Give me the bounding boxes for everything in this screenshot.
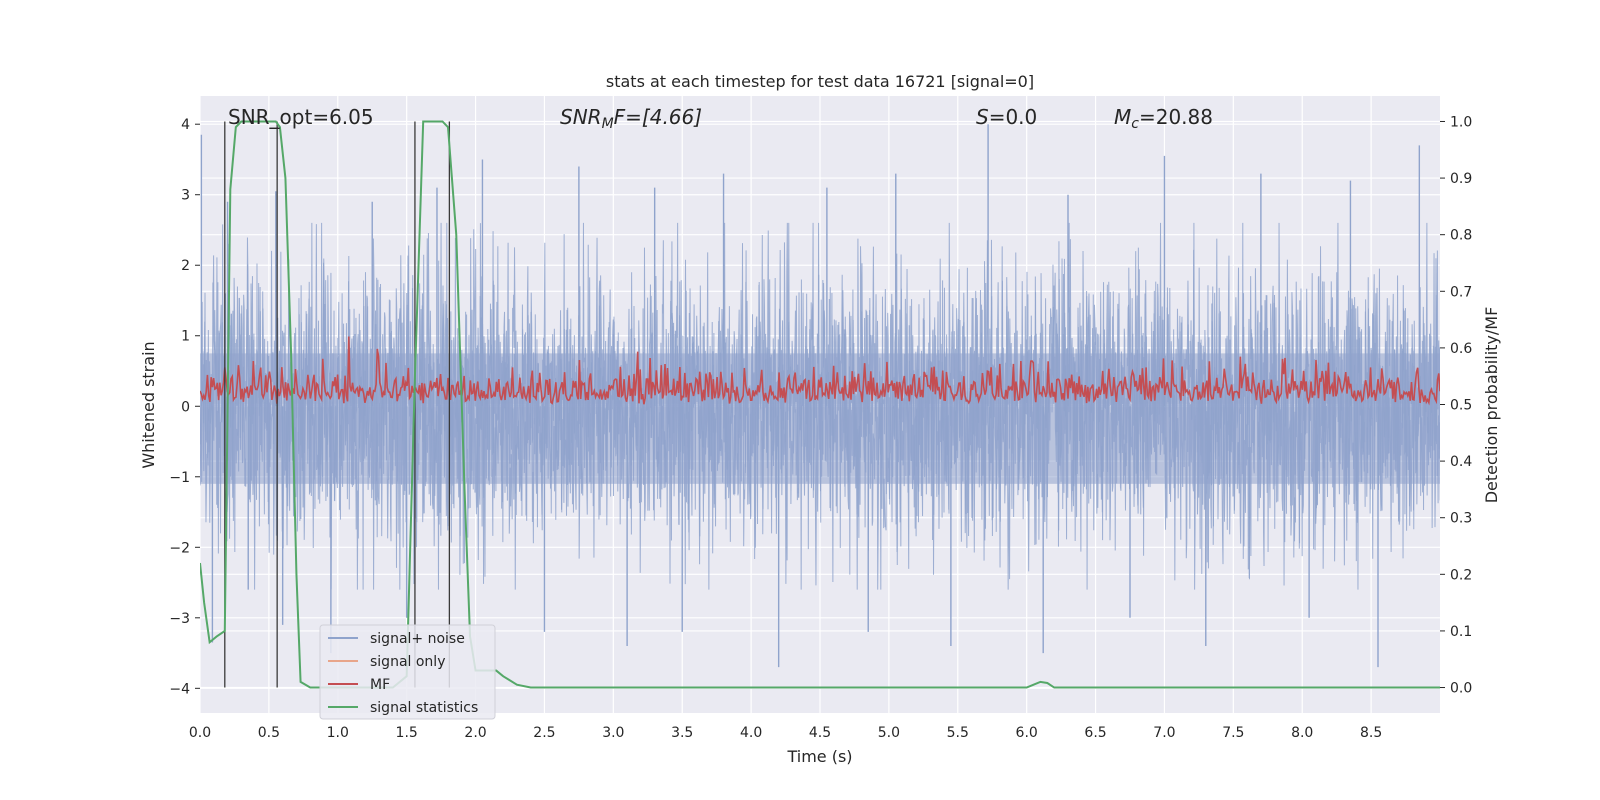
- annotation-s-main: S: [976, 105, 989, 129]
- x-tick-label: 7.0: [1153, 725, 1175, 741]
- y2-tick-label: 0.3: [1450, 511, 1472, 527]
- x-tick-label: 8.0: [1291, 725, 1313, 741]
- y2-tick-label: 0.6: [1450, 341, 1472, 357]
- y-tick-label: 1: [181, 329, 190, 345]
- annotation-mc: Mc=20.88: [1114, 105, 1213, 132]
- x-tick-label: 1.0: [327, 725, 349, 741]
- x-tick-label: 3.5: [671, 725, 693, 741]
- y-axis-ticks: 4 3 2 1 0 −1 −2 −3 −4: [169, 117, 200, 697]
- x-tick-label: 5.0: [878, 725, 900, 741]
- x-tick-label: 6.5: [1084, 725, 1106, 741]
- y-tick-label: −4: [169, 681, 190, 697]
- legend-label-signal-statistics: signal statistics: [370, 700, 478, 716]
- legend-box: [319, 624, 496, 720]
- annotation-snr-mf-sub: M: [602, 116, 614, 132]
- y2-tick-label: 0.5: [1450, 398, 1472, 414]
- annotation-s-tail: =0.0: [989, 105, 1038, 129]
- y-tick-label: 4: [181, 117, 190, 133]
- annotation-snr-mf-tail: F=[4.66]: [614, 105, 702, 129]
- signal-statistics-line: [200, 120, 1440, 689]
- y2-tick-label: 0.1: [1450, 624, 1472, 640]
- y2-tick-label: 0.2: [1450, 567, 1472, 583]
- x-tick-label: 3.0: [602, 725, 624, 741]
- x-tick-label: 8.5: [1360, 725, 1382, 741]
- annotation-s: S=0.0: [976, 105, 1037, 129]
- x-tick-label: 6.0: [1016, 725, 1038, 741]
- x-tick-label: 4.5: [809, 725, 831, 741]
- x-tick-label: 5.5: [947, 725, 969, 741]
- y2-tick-label: 1.0: [1450, 114, 1472, 130]
- series-mf: [200, 336, 1440, 406]
- annotation-snr-mf: SNRMF=[4.66]: [560, 105, 702, 132]
- legend-label-signal-only: signal only: [370, 654, 445, 670]
- x-tick-label: 0.0: [189, 725, 211, 741]
- annotation-snr-opt: SNR_opt=6.05: [228, 105, 374, 129]
- x-axis-ticks: 0.0 0.5 1.0 1.5 2.0 2.5 3.0 3.5 4.0 4.5 5.0 5.5 6.0 6…: [189, 725, 1382, 741]
- y2-tick-label: 0.7: [1450, 284, 1472, 300]
- x-tick-label: 4.0: [740, 725, 762, 741]
- y-axis-label: Whitened strain: [139, 341, 158, 468]
- y-tick-label: 3: [181, 188, 190, 204]
- mf-line: [200, 336, 1440, 406]
- annotation-mc-tail: =20.88: [1139, 105, 1213, 129]
- series-signal-noise: [200, 124, 1440, 668]
- y2-axis-ticks: 1.0 0.9 0.8 0.7 0.6 0.5 0.4 0.3 0.2 0.1 0.0: [1440, 114, 1472, 697]
- chart-title: stats at each timestep for test data 167…: [606, 72, 1034, 91]
- x-tick-label: 2.5: [533, 725, 555, 741]
- x-axis-label: Time (s): [786, 747, 852, 766]
- y-tick-label: −3: [169, 611, 190, 627]
- x-tick-label: 2.0: [464, 725, 486, 741]
- y2-tick-label: 0.4: [1450, 454, 1472, 470]
- y2-tick-label: 0.9: [1450, 171, 1472, 187]
- annotation-mc-main: M: [1114, 105, 1131, 129]
- y-tick-label: 0: [181, 399, 190, 415]
- legend-label-mf: MF: [370, 677, 390, 693]
- y-tick-label: 2: [181, 258, 190, 274]
- y-tick-label: −1: [169, 470, 190, 486]
- x-tick-label: 7.5: [1222, 725, 1244, 741]
- x-tick-label: 0.5: [258, 725, 280, 741]
- legend-label-signal-noise: signal+ noise: [370, 631, 465, 647]
- annotation-snr-mf-main: SNR: [560, 105, 602, 129]
- annotation-mc-sub: c: [1131, 116, 1139, 132]
- y-tick-label: −2: [169, 540, 190, 556]
- y2-tick-label: 0.0: [1450, 681, 1472, 697]
- y2-tick-label: 0.8: [1450, 228, 1472, 244]
- y2-axis-label: Detection probability/MF: [1482, 307, 1501, 504]
- legend: signal+ noise signal only MF signal stat…: [319, 624, 496, 720]
- series-signal-statistics: [200, 120, 1440, 689]
- x-tick-label: 1.5: [396, 725, 418, 741]
